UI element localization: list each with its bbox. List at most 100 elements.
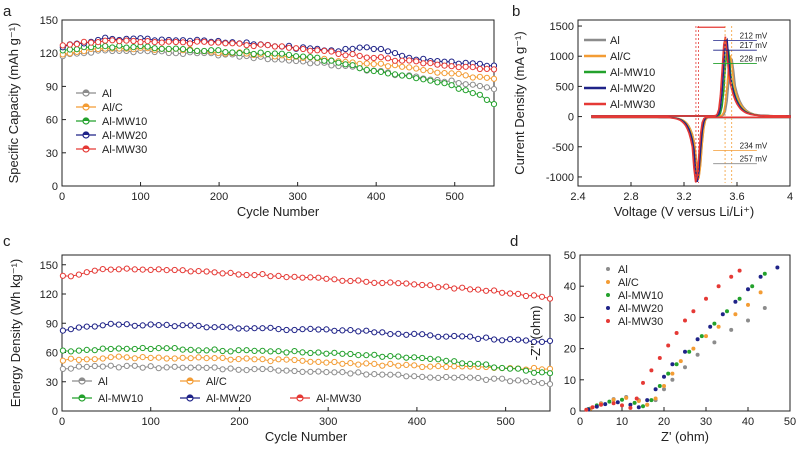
series-c-al-mw10 bbox=[59, 344, 554, 377]
data-point bbox=[299, 326, 306, 333]
data-point bbox=[530, 369, 538, 376]
x-tick-label-a: 100 bbox=[131, 191, 149, 203]
data-point bbox=[99, 363, 106, 370]
plot-frame-d bbox=[579, 254, 791, 412]
data-point bbox=[403, 354, 410, 361]
data-point bbox=[379, 362, 386, 369]
data-point bbox=[172, 45, 179, 52]
data-point bbox=[620, 403, 624, 408]
data-point bbox=[720, 312, 725, 317]
y-tick-label-d: 30 bbox=[564, 312, 576, 324]
data-point bbox=[107, 320, 114, 327]
data-point bbox=[515, 290, 522, 297]
data-point bbox=[83, 363, 90, 370]
data-point bbox=[315, 358, 322, 365]
data-point bbox=[507, 290, 514, 297]
data-point bbox=[387, 279, 394, 286]
legend-marker bbox=[606, 280, 610, 284]
data-point bbox=[339, 350, 346, 357]
data-point bbox=[762, 306, 767, 310]
x-tick-label-a: 200 bbox=[210, 191, 228, 203]
data-point bbox=[419, 331, 426, 338]
data-point bbox=[323, 275, 330, 282]
data-point bbox=[363, 60, 370, 67]
data-point bbox=[163, 364, 170, 371]
data-point bbox=[339, 360, 346, 367]
data-point bbox=[203, 347, 210, 354]
data-point bbox=[683, 318, 687, 323]
data-point bbox=[653, 396, 658, 401]
data-point bbox=[716, 324, 721, 329]
data-point bbox=[420, 60, 427, 67]
data-point bbox=[219, 270, 226, 277]
data-point bbox=[670, 362, 675, 367]
y-tick-label-d: 50 bbox=[564, 250, 576, 262]
data-point bbox=[666, 371, 671, 376]
data-point bbox=[131, 266, 138, 273]
data-point bbox=[107, 345, 114, 353]
data-point bbox=[507, 336, 514, 343]
data-point bbox=[131, 362, 138, 369]
data-point bbox=[171, 355, 178, 362]
data-point bbox=[323, 350, 330, 357]
data-point bbox=[275, 272, 282, 279]
data-point bbox=[123, 265, 130, 272]
data-point bbox=[406, 64, 413, 71]
data-point bbox=[712, 340, 717, 345]
data-point bbox=[211, 364, 218, 371]
data-point bbox=[434, 61, 441, 68]
data-point bbox=[674, 331, 679, 335]
data-point bbox=[59, 347, 67, 354]
data-point bbox=[355, 369, 362, 376]
data-point bbox=[628, 405, 633, 410]
data-point bbox=[315, 349, 322, 356]
data-point bbox=[594, 404, 599, 409]
data-point bbox=[490, 75, 498, 82]
data-point bbox=[507, 378, 514, 385]
legend-label: Al-MW10 bbox=[610, 67, 655, 79]
data-point bbox=[733, 312, 738, 317]
data-point bbox=[746, 302, 750, 307]
panel-d: 0 10 20 30 40 50 0 10 20 30 40 50 Z' (ohm) -Z'' (ohm)… bbox=[528, 250, 796, 444]
data-point bbox=[762, 271, 767, 276]
data-point bbox=[363, 54, 370, 61]
data-point bbox=[462, 63, 469, 70]
data-point bbox=[427, 363, 434, 370]
data-point bbox=[291, 326, 298, 334]
data-point bbox=[628, 402, 633, 407]
data-point bbox=[179, 354, 186, 361]
data-point bbox=[195, 354, 202, 361]
data-point bbox=[91, 347, 98, 354]
data-point bbox=[427, 67, 434, 75]
data-point bbox=[323, 326, 330, 333]
panel-a: 0 100 200 300 400 500 0 30 60 90 120 150 Cycle Numbe… bbox=[6, 15, 498, 219]
x-tick-label-d: 0 bbox=[577, 416, 583, 428]
data-point bbox=[67, 365, 75, 372]
data-point bbox=[499, 289, 506, 296]
legend-label: Al-MW30 bbox=[610, 99, 655, 111]
data-point bbox=[107, 266, 114, 273]
data-point bbox=[384, 70, 392, 77]
y-tick-label-a: 150 bbox=[40, 15, 58, 27]
data-point bbox=[403, 280, 410, 287]
data-point bbox=[278, 50, 285, 57]
data-point bbox=[451, 374, 458, 381]
data-point bbox=[490, 66, 498, 73]
data-point bbox=[427, 77, 434, 84]
data-point bbox=[328, 57, 335, 64]
annotation-label: 217 mV bbox=[740, 41, 768, 50]
y-tick-label-c: 120 bbox=[40, 289, 58, 301]
data-point bbox=[235, 356, 242, 363]
data-point bbox=[299, 274, 306, 281]
data-point bbox=[371, 329, 378, 336]
data-point bbox=[219, 354, 226, 361]
data-point bbox=[155, 354, 162, 361]
data-point bbox=[522, 292, 530, 300]
data-point bbox=[264, 50, 271, 58]
data-point bbox=[139, 266, 146, 273]
data-point bbox=[649, 398, 654, 403]
data-point bbox=[123, 362, 130, 369]
legend-label: Al-MW10 bbox=[102, 116, 147, 128]
data-point bbox=[83, 269, 90, 276]
